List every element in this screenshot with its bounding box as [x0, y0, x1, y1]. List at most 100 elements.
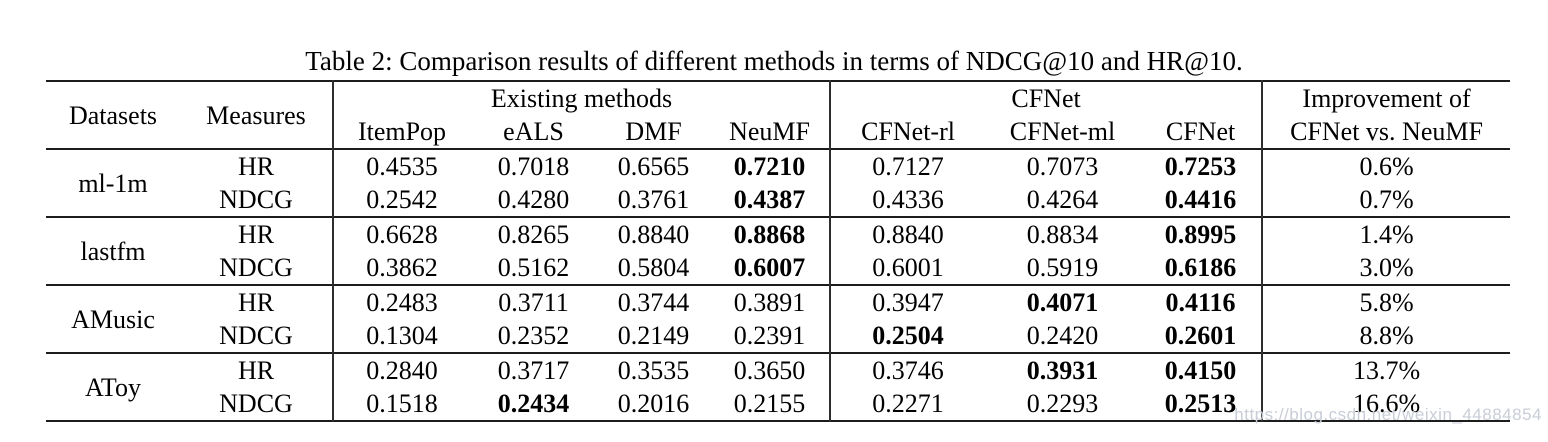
value-cell: 0.2840: [332, 353, 470, 387]
dataset-label: ml-1m: [78, 168, 148, 198]
watermark-url: https://blog.csdn.net/weixin_44884854: [1234, 405, 1542, 424]
value-cell: 0.3535: [617, 356, 690, 385]
table-row: lastfm HR 0.6628 0.8265 0.8840 0.8868 0.…: [46, 217, 1511, 266]
value-cell: 0.2391: [733, 321, 806, 350]
value-cell: 0.2149: [617, 321, 690, 350]
header-improvement-line2: CFNet vs. NeuMF: [1290, 117, 1483, 146]
value-cell: 0.4336: [829, 183, 986, 217]
value-cell: 0.6007: [733, 253, 806, 282]
improvement-cell: 8.8%: [1261, 319, 1511, 353]
value-cell: 0.7073: [1026, 152, 1099, 181]
dataset-group-atoy: AToy HR 0.2840 0.3717 0.3535 0.3650 0.37…: [46, 353, 1511, 421]
value-cell: 0.5162: [497, 253, 570, 282]
header-method-cfnet-ml: CFNet-ml: [1009, 117, 1116, 146]
table-row: ml-1m HR 0.4535 0.7018 0.6565 0.7210 0.7…: [46, 149, 1511, 198]
value-cell: 0.4280: [497, 185, 570, 214]
header-method-neumf: NeuMF: [729, 117, 810, 146]
value-cell: 0.7127: [829, 149, 986, 183]
value-cell: 0.3711: [498, 288, 569, 317]
measure-label: NDCG: [219, 185, 293, 214]
header-group-cfnet: CFNet: [829, 81, 1263, 115]
value-cell: 0.7018: [497, 152, 570, 181]
value-cell: 0.8265: [497, 220, 570, 249]
header-method-cfnet-rl: CFNet-rl: [829, 115, 986, 149]
table-row: AMusic HR 0.2483 0.3711 0.3744 0.3891 0.…: [46, 285, 1511, 334]
value-cell: 0.3862: [332, 251, 470, 285]
value-cell: 0.2271: [829, 387, 986, 421]
table-row: NDCG 0.1304 0.2352 0.2149 0.2391 0.2504 …: [46, 319, 1511, 353]
header-datasets: Datasets: [68, 100, 158, 130]
value-cell: 0.2352: [497, 321, 570, 350]
value-cell: 0.3761: [617, 185, 690, 214]
value-cell: 0.7210: [733, 152, 806, 181]
value-cell: 0.3650: [733, 356, 806, 385]
value-cell: 0.6186: [1164, 253, 1237, 282]
value-cell: 0.2155: [733, 389, 806, 418]
value-cell: 0.2513: [1164, 389, 1237, 418]
header-improvement: Improvement of CFNet vs. NeuMF: [1261, 81, 1511, 149]
header-method-eals: eALS: [503, 117, 564, 146]
value-cell: 0.3947: [829, 285, 986, 319]
value-cell: 0.2601: [1164, 321, 1237, 350]
value-cell: 0.4387: [733, 185, 806, 214]
value-cell: 0.4150: [1164, 356, 1237, 385]
value-cell: 0.2504: [829, 319, 986, 353]
header-method-cfnet: CFNet: [1165, 117, 1236, 146]
table-row: NDCG 0.1518 0.2434 0.2016 0.2155 0.2271 …: [46, 387, 1511, 421]
improvement-cell: 0.6%: [1261, 149, 1511, 183]
value-cell: 0.8834: [1026, 220, 1099, 249]
value-cell: 0.5919: [1026, 253, 1099, 282]
value-cell: 0.1518: [332, 387, 470, 421]
measure-label: HR: [237, 356, 275, 385]
value-cell: 0.2434: [497, 389, 570, 418]
measure-label: HR: [237, 288, 275, 317]
value-cell: 0.4071: [1026, 288, 1099, 317]
improvement-cell: 5.8%: [1261, 285, 1511, 319]
value-cell: 0.4116: [1165, 288, 1236, 317]
measure-label: HR: [237, 220, 275, 249]
value-cell: 0.2483: [332, 285, 470, 319]
improvement-cell: 3.0%: [1261, 251, 1511, 285]
table-row: AToy HR 0.2840 0.3717 0.3535 0.3650 0.37…: [46, 353, 1511, 402]
value-cell: 0.4264: [1026, 185, 1099, 214]
measure-label: NDCG: [219, 321, 293, 350]
dataset-group-amusic: AMusic HR 0.2483 0.3711 0.3744 0.3891 0.…: [46, 285, 1511, 353]
measure-label: HR: [237, 152, 275, 181]
value-cell: 0.6628: [332, 217, 470, 251]
value-cell: 0.6001: [829, 251, 986, 285]
value-cell: 0.2293: [1026, 389, 1099, 418]
value-cell: 0.8995: [1164, 220, 1237, 249]
improvement-cell: 16.6%: [1261, 387, 1511, 421]
header-group-existing-methods: Existing methods: [331, 81, 831, 115]
header-method-itempop: ItemPop: [332, 115, 470, 149]
table-row: NDCG 0.3862 0.5162 0.5804 0.6007 0.6001 …: [46, 251, 1511, 285]
comparison-results-table: Datasets Measures Existing methods CFNet…: [46, 80, 1511, 422]
value-cell: 0.7253: [1164, 152, 1237, 181]
value-cell: 0.5804: [617, 253, 690, 282]
value-cell: 0.8868: [733, 220, 806, 249]
value-cell: 0.8840: [617, 220, 690, 249]
value-cell: 0.6565: [617, 152, 690, 181]
improvement-cell: 13.7%: [1261, 353, 1511, 387]
dataset-label: lastfm: [80, 236, 146, 266]
value-cell: 0.8840: [829, 217, 986, 251]
dataset-group-ml-1m: ml-1m HR 0.4535 0.7018 0.6565 0.7210 0.7…: [46, 149, 1511, 217]
header-improvement-line1: Improvement of: [1302, 84, 1471, 113]
dataset-label: AMusic: [71, 304, 155, 334]
value-cell: 0.4535: [332, 149, 470, 183]
value-cell: 0.3717: [497, 356, 570, 385]
value-cell: 0.2420: [1026, 321, 1099, 350]
measure-label: NDCG: [219, 253, 293, 282]
header-measures: Measures: [206, 100, 306, 130]
value-cell: 0.3746: [829, 353, 986, 387]
dataset-group-lastfm: lastfm HR 0.6628 0.8265 0.8840 0.8868 0.…: [46, 217, 1511, 285]
improvement-cell: 1.4%: [1261, 217, 1511, 251]
dataset-label: AToy: [85, 372, 141, 402]
value-cell: 0.2542: [332, 183, 470, 217]
measure-label: NDCG: [219, 389, 293, 418]
table-header: Datasets Measures Existing methods CFNet…: [46, 81, 1511, 149]
value-cell: 0.3744: [617, 288, 690, 317]
value-cell: 0.3891: [733, 288, 806, 317]
table-caption: Table 2: Comparison results of different…: [305, 46, 1243, 76]
